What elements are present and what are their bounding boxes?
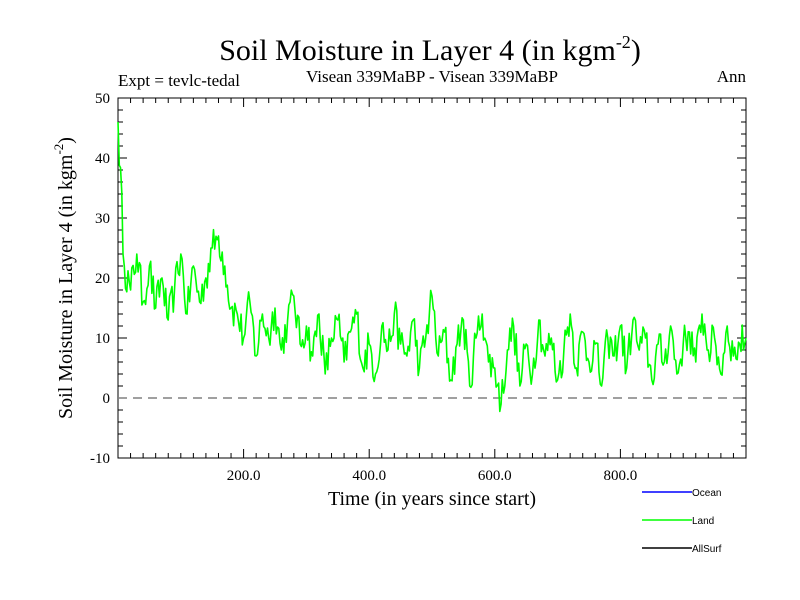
y-tick-label: 30 — [95, 211, 110, 227]
series-line-land — [117, 121, 747, 413]
x-axis-label: Time (in years since start) — [328, 488, 536, 510]
legend: Ocean Land AllSurf — [642, 488, 722, 555]
y-tick-label: 10 — [95, 331, 110, 347]
plot-frame — [117, 97, 747, 459]
legend-label-allsurf: AllSurf — [692, 544, 722, 555]
y-tick-label: 0 — [103, 391, 111, 407]
y-axis: -10 0 10 20 30 40 50 — [90, 91, 746, 467]
series-layer — [117, 121, 747, 413]
legend-label-ocean: Ocean — [692, 488, 721, 499]
y-axis-label: Soil Moisture in Layer 4 (in kgm-2) — [51, 137, 77, 419]
season-label: Ann — [717, 67, 747, 86]
x-tick-label: 200.0 — [227, 468, 261, 484]
experiment-label: Expt = tevlc-tedal — [118, 71, 240, 90]
legend-label-land: Land — [692, 516, 714, 527]
chart-title: Soil Moisture in Layer 4 (in kgm-2) — [219, 32, 641, 67]
period-label: Visean 339MaBP - Visean 339MaBP — [306, 67, 558, 86]
y-tick-label: 50 — [95, 91, 110, 107]
x-axis: 200.0 400.0 600.0 800.0 — [130, 98, 734, 484]
y-tick-label: -10 — [90, 451, 110, 467]
x-tick-label: 400.0 — [352, 468, 386, 484]
x-tick-label: 600.0 — [478, 468, 512, 484]
y-tick-label: 40 — [95, 151, 110, 167]
x-tick-label: 800.0 — [604, 468, 638, 484]
y-tick-label: 20 — [95, 271, 110, 287]
